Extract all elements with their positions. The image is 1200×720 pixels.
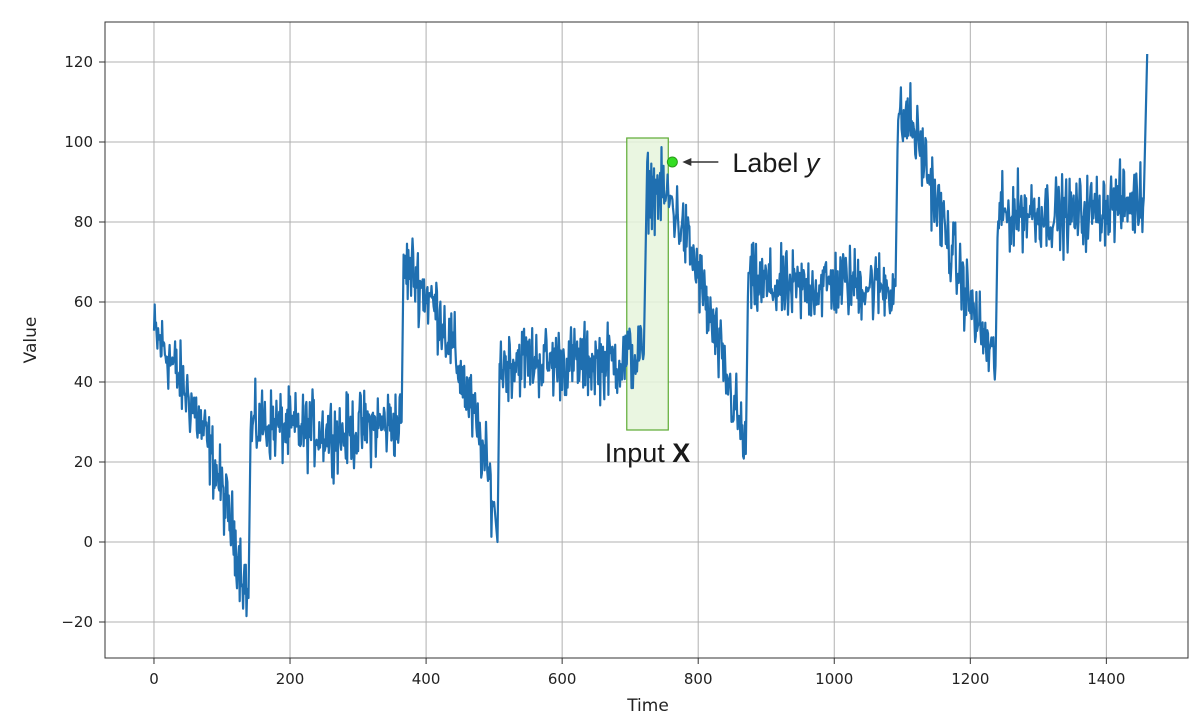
x-tick-label: 1400 bbox=[1087, 670, 1125, 688]
y-tick-label: 60 bbox=[74, 293, 93, 311]
x-tick-label: 1200 bbox=[951, 670, 989, 688]
y-axis-label: Value bbox=[21, 317, 41, 364]
x-tick-label: 400 bbox=[412, 670, 441, 688]
x-tick-label: 0 bbox=[149, 670, 159, 688]
input-label-text: Input bbox=[605, 438, 673, 468]
x-tick-label: 600 bbox=[548, 670, 577, 688]
y-tick-label: 0 bbox=[83, 533, 93, 551]
label-y-point bbox=[666, 156, 678, 168]
y-tick-label: 20 bbox=[74, 453, 93, 471]
annotation-overlay-group: Input X Label y bbox=[605, 148, 821, 468]
x-axis-label: Time bbox=[626, 696, 669, 716]
label-y-text: Label y bbox=[732, 148, 821, 178]
x-tick-label: 1000 bbox=[815, 670, 853, 688]
y-tick-label: 100 bbox=[64, 133, 93, 151]
label-arrow-head bbox=[682, 158, 692, 166]
series-group bbox=[152, 53, 1149, 618]
y-tick-label: 120 bbox=[64, 53, 93, 71]
x-ticks: 0 200 400 600 800 1000 1200 1400 bbox=[149, 658, 1125, 688]
input-x-label: Input X bbox=[605, 438, 691, 468]
label-y-prefix: Label bbox=[732, 148, 806, 178]
plot-frame bbox=[104, 21, 1189, 659]
y-tick-label: 40 bbox=[74, 373, 93, 391]
y-tick-label: −20 bbox=[61, 613, 93, 631]
y-ticks: −20 0 20 40 60 80 100 120 bbox=[61, 53, 105, 631]
series-line bbox=[152, 53, 1149, 618]
x-tick-label: 200 bbox=[276, 670, 305, 688]
x-tick-label: 800 bbox=[684, 670, 713, 688]
y-tick-label: 80 bbox=[74, 213, 93, 231]
input-label-emph: X bbox=[672, 438, 690, 468]
label-y-emph: y bbox=[804, 148, 821, 178]
